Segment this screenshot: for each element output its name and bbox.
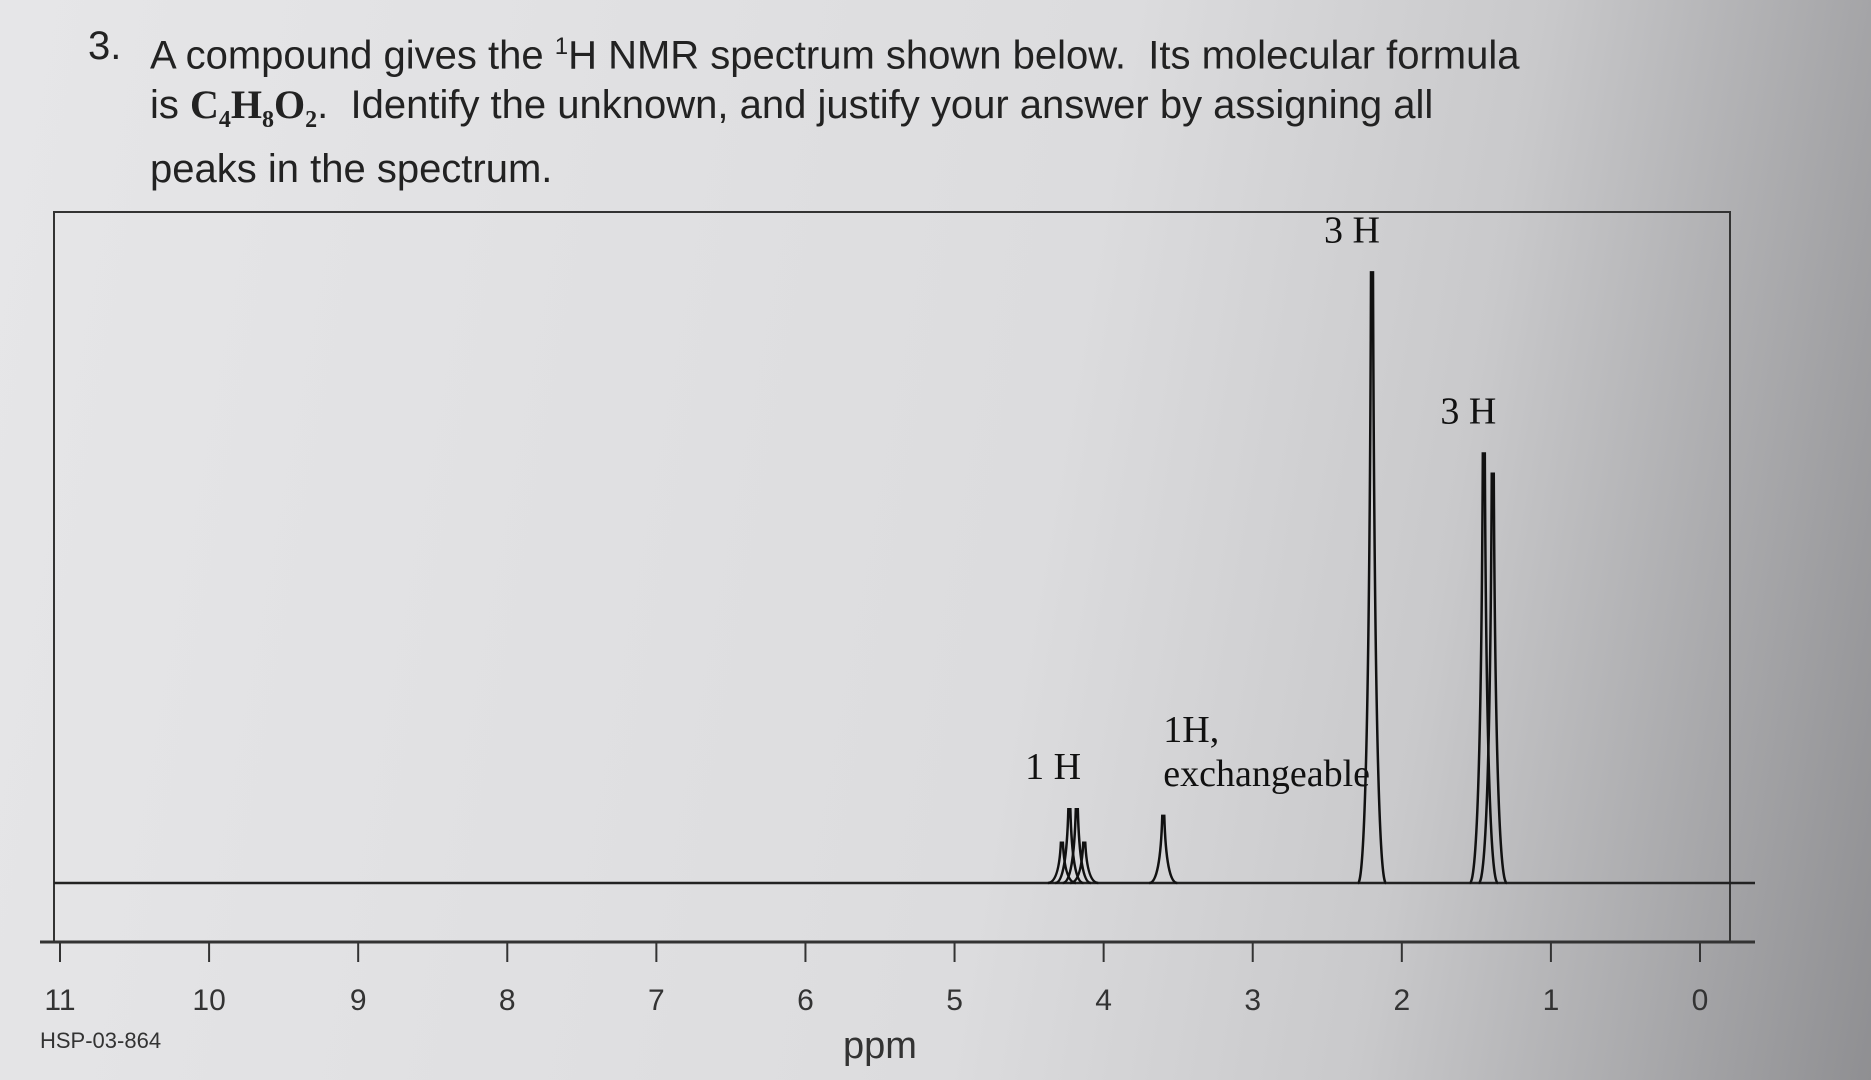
x-tick-label: 3: [1244, 984, 1261, 1017]
text: H NMR spectrum shown below. Its molecula…: [568, 33, 1520, 78]
question-line: peaks in the spectrum.: [88, 145, 1520, 194]
x-tick-label: 7: [648, 984, 665, 1017]
count: 4: [218, 107, 231, 134]
x-tick-label: 1: [1543, 984, 1560, 1017]
question-line: is C4H8O2. Identify the unknown, and jus…: [88, 80, 1520, 145]
question-line: A compound gives the 1H NMR spectrum sho…: [88, 22, 1520, 80]
element: C: [190, 82, 219, 128]
x-tick-label: 11: [44, 984, 75, 1017]
formula: C4H8O2: [190, 82, 317, 133]
peak-label: 3 H: [1440, 391, 1496, 433]
superscript: 1: [554, 33, 569, 60]
peak: [1047, 841, 1077, 885]
x-tick-label: 4: [1095, 984, 1112, 1017]
peak: [1468, 452, 1500, 885]
peak: [1062, 807, 1092, 885]
peak-label: 1 H: [1025, 746, 1081, 788]
question-number: 3.: [88, 24, 122, 68]
element: H: [230, 82, 263, 128]
peak: [1148, 814, 1178, 885]
peak: [1477, 472, 1508, 885]
count: 2: [305, 107, 318, 134]
x-tick-label: 6: [797, 984, 814, 1017]
element: O: [274, 82, 306, 128]
x-tick-label: 0: [1692, 984, 1709, 1017]
question: 3. A compound gives the 1H NMR spectrum …: [88, 22, 1520, 194]
x-tick-label: 9: [350, 984, 367, 1017]
text: peaks in the spectrum.: [150, 147, 553, 192]
spectrum-code: HSP-03-864: [40, 1028, 161, 1053]
x-tick-label: 8: [499, 984, 516, 1017]
text: A compound gives the: [150, 33, 555, 78]
x-tick-label: 5: [946, 984, 963, 1017]
x-tick-label: 10: [192, 984, 225, 1017]
x-axis-label: ppm: [843, 1025, 917, 1067]
x-tick-label: 2: [1393, 984, 1410, 1017]
peak-label: 3 H: [1324, 209, 1380, 251]
text: is: [150, 83, 190, 128]
peak-label: exchangeable: [1163, 753, 1370, 795]
peak-label: 1H,: [1163, 709, 1219, 751]
count: 8: [262, 107, 275, 134]
peak: [1069, 841, 1099, 885]
peak: [1356, 271, 1388, 885]
plot-frame: [53, 211, 1731, 943]
text: . Identify the unknown, and justify your…: [317, 83, 1434, 128]
